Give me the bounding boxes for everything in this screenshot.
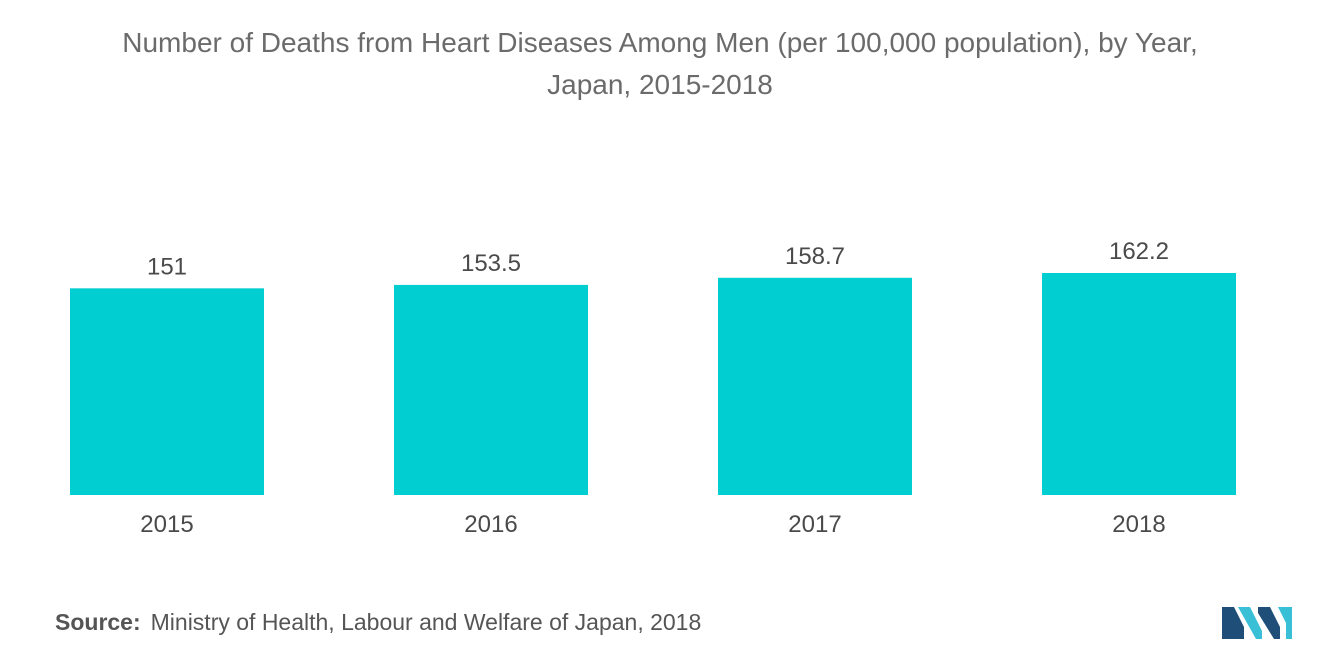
data-label-2017: 158.7 xyxy=(785,243,845,270)
data-label-2016: 153.5 xyxy=(461,250,521,277)
bar-2015 xyxy=(70,288,264,495)
chart-subtitle: Japan, 2015-2018 xyxy=(547,69,773,100)
x-tick-label-2016: 2016 xyxy=(464,511,517,538)
x-tick-label-2017: 2017 xyxy=(788,511,841,538)
bar-2018 xyxy=(1042,273,1236,495)
source-label: Source: xyxy=(55,609,141,635)
data-label-2015: 151 xyxy=(147,253,187,280)
source-note: Source: Ministry of Health, Labour and We… xyxy=(55,609,701,636)
chart-title-line-1: Number of Deaths from Heart Diseases Amo… xyxy=(122,27,1198,58)
x-tick-label-2018: 2018 xyxy=(1112,511,1165,538)
source-text: Ministry of Health, Labour and Welfare o… xyxy=(150,609,702,635)
bar-2017 xyxy=(718,277,912,495)
x-tick-label-2015: 2015 xyxy=(140,511,193,538)
bar-2016 xyxy=(394,284,588,495)
mordor-intelligence-logo-icon xyxy=(1222,607,1292,639)
data-label-2018: 162.2 xyxy=(1109,238,1169,265)
chart-title: Number of Deaths from Heart Diseases Amo… xyxy=(0,22,1320,106)
